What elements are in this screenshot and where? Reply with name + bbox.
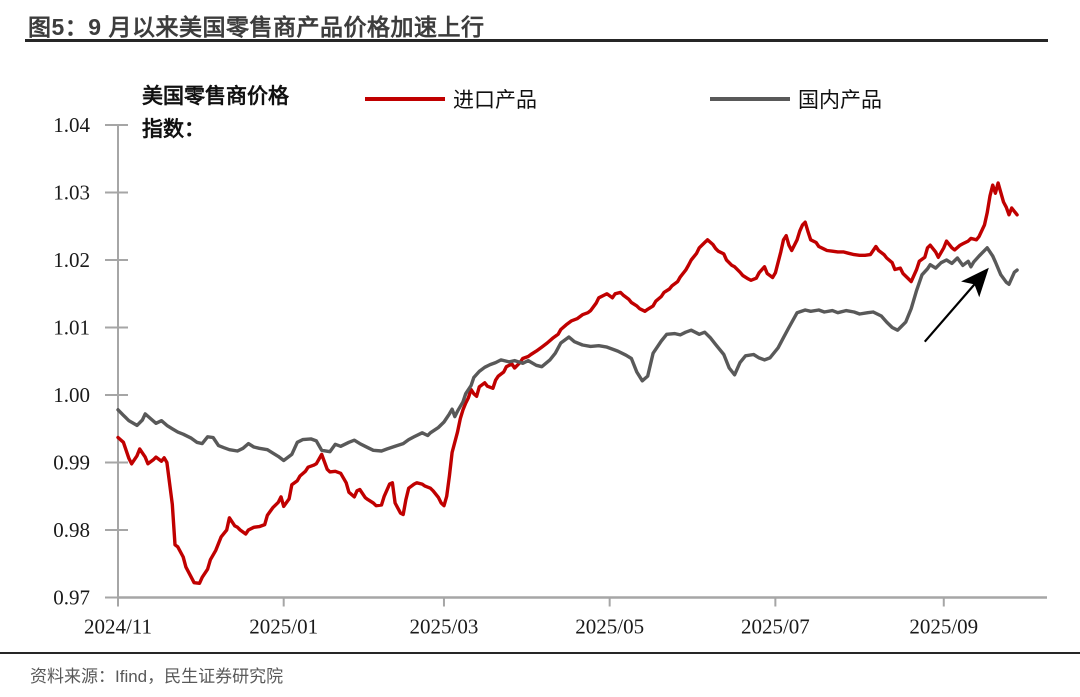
y-tick-label: 0.99 xyxy=(53,451,90,475)
legend-item-import: 进口产品 xyxy=(365,84,537,114)
title-underline xyxy=(25,39,1048,42)
legend-swatch-import xyxy=(365,97,445,101)
y-axis-title-line2: 指数： xyxy=(142,118,205,141)
y-tick-label: 1.01 xyxy=(53,316,90,340)
y-tick-label: 0.98 xyxy=(53,518,90,542)
x-tick-label: 2025/05 xyxy=(575,615,644,639)
y-tick-label: 1.00 xyxy=(53,383,90,407)
legend-swatch-domestic xyxy=(710,97,790,101)
y-axis-title-line1: 美国零售商价格 xyxy=(142,85,289,108)
series-domestic-line xyxy=(116,246,1019,463)
x-tick-label: 2025/03 xyxy=(410,615,479,639)
annotation-arrow xyxy=(923,267,989,343)
x-tick-label: 2024/11 xyxy=(84,615,152,639)
figure-title: 图5：9 月以来美国零售商产品价格加速上行 xyxy=(28,14,485,40)
source-note: 资料来源：Ifind，民生证券研究院 xyxy=(30,667,284,686)
y-tick-label: 1.04 xyxy=(53,113,90,137)
y-axis-title: 美国零售商价格 指数： xyxy=(142,80,372,146)
series-import-line xyxy=(116,181,1019,585)
y-tick-label: 0.97 xyxy=(53,586,90,610)
footer-rule xyxy=(0,652,1080,654)
legend-item-domestic: 国内产品 xyxy=(710,84,882,114)
x-tick-label: 2025/07 xyxy=(741,615,810,639)
x-tick-label: 2025/09 xyxy=(909,615,978,639)
y-tick-label: 1.02 xyxy=(53,248,90,272)
y-tick-label: 1.03 xyxy=(53,181,90,205)
x-tick-label: 2025/01 xyxy=(249,615,318,639)
legend-label-domestic: 国内产品 xyxy=(798,88,882,112)
legend-label-import: 进口产品 xyxy=(453,88,537,112)
